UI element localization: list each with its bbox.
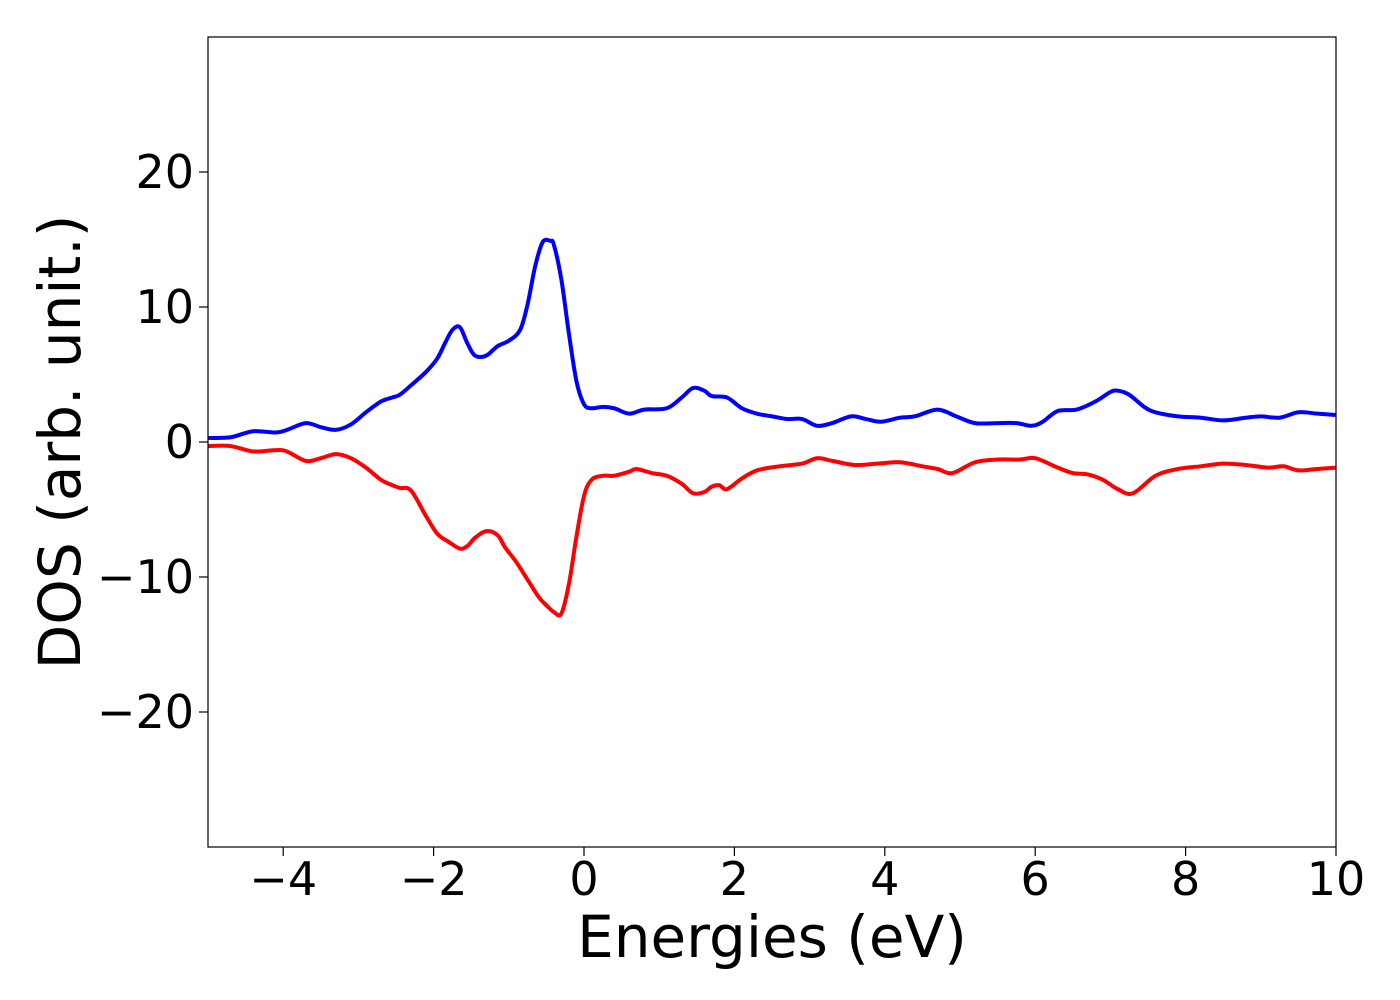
x-tick-label: 10 (1307, 852, 1366, 906)
plot-frame (207, 36, 1337, 848)
y-tick-label: −10 (97, 550, 194, 604)
x-tick-label: −2 (400, 852, 468, 906)
y-tick-label: 20 (135, 145, 194, 199)
y-tick-label: −20 (97, 685, 194, 739)
y-axis-label: DOS (arb. unit.) (26, 215, 94, 670)
series-line-1 (208, 237, 1336, 440)
y-tick-label: 10 (135, 280, 194, 334)
x-tick-label: 6 (1021, 852, 1050, 906)
series-layer (208, 237, 1336, 618)
x-tick-label: −4 (249, 852, 317, 906)
x-tick-label: 8 (1171, 852, 1200, 906)
series-line-2 (208, 443, 1336, 618)
x-tick-label: 0 (569, 852, 598, 906)
x-tick-label: 4 (870, 852, 899, 906)
y-tick-label: 0 (165, 415, 194, 469)
y-axis: −20 −10 0 10 20 (97, 145, 208, 739)
x-tick-label: 2 (720, 852, 749, 906)
x-axis: −4 −2 0 2 4 6 8 10 (249, 847, 1365, 906)
x-axis-label: Energies (eV) (577, 903, 967, 971)
